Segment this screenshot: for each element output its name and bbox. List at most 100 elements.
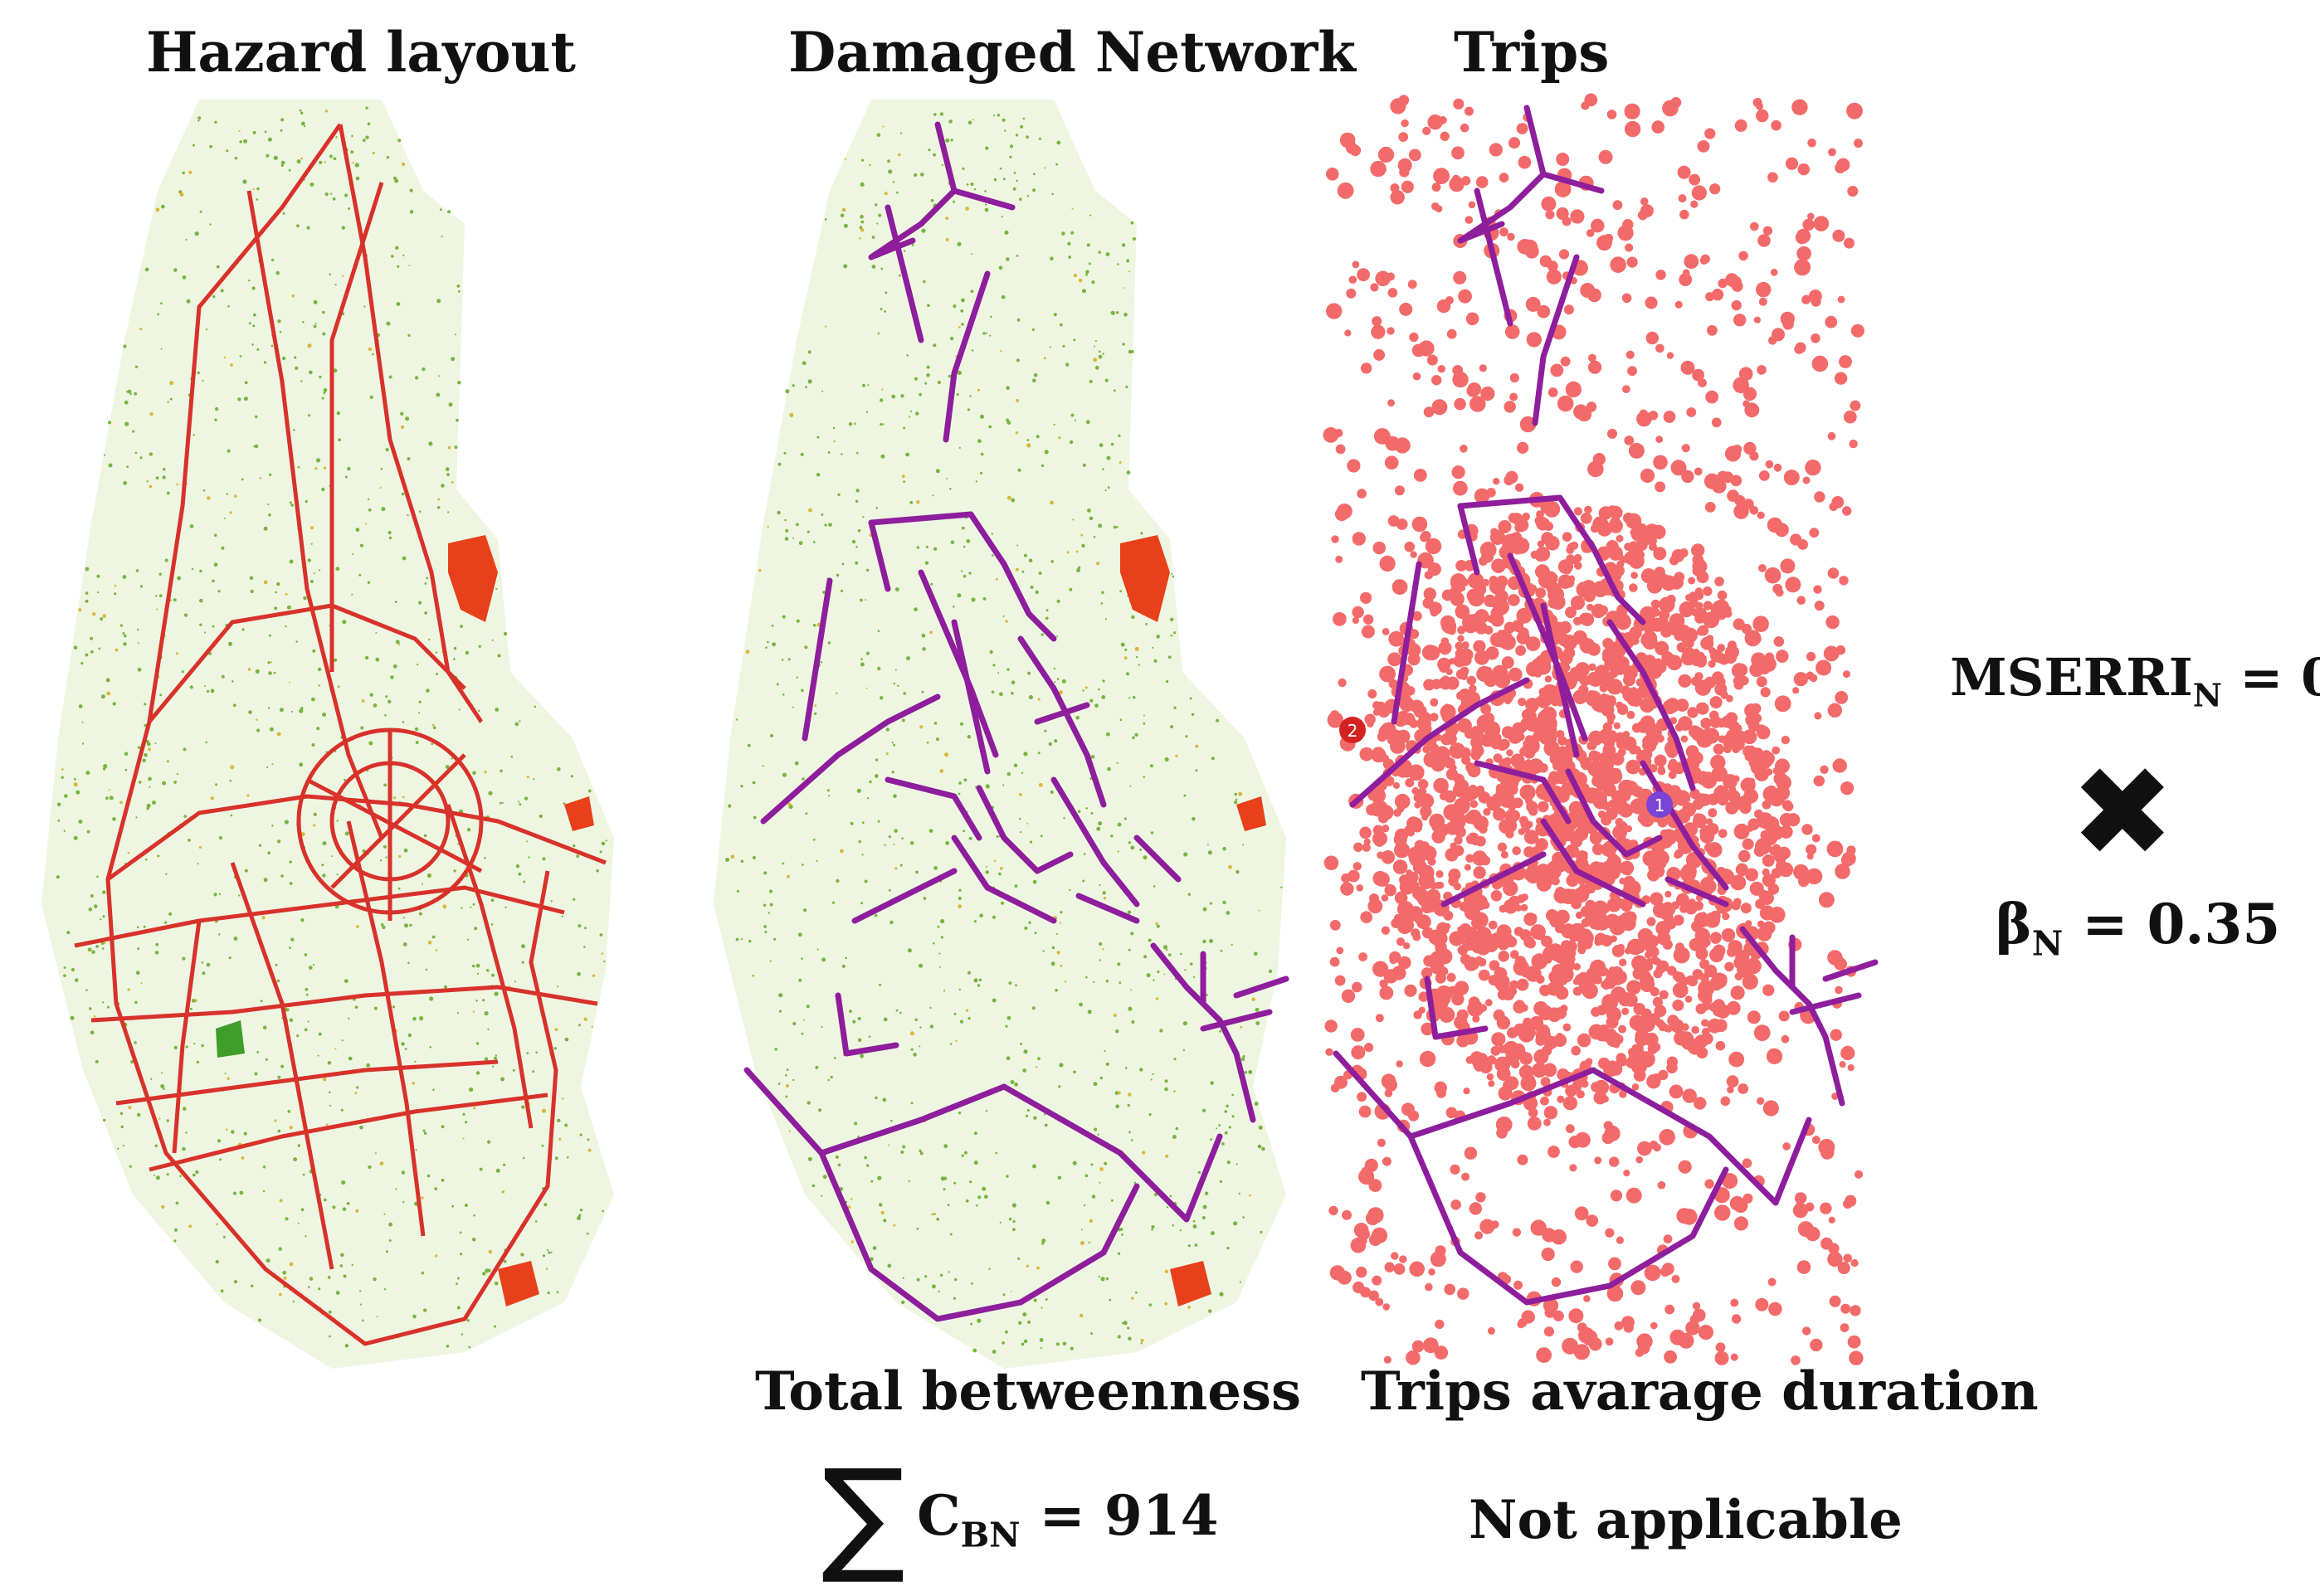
trip-point [1372,961,1389,977]
vegetation-dot [188,839,191,842]
trip-point [1357,268,1370,282]
trip-point [1350,1028,1365,1042]
trip-point [1674,942,1684,952]
vegetation-dot [877,630,880,632]
trip-point [1820,1237,1833,1250]
vegetation-dot [1187,893,1191,896]
damaged-network-title: Damaged Network [788,20,1357,85]
vegetation-dot [906,354,909,357]
trip-point [1445,668,1453,675]
hazard-zone [448,535,498,622]
trip-point [1373,348,1386,361]
trip-point [1592,453,1606,466]
vegetation-dot [499,801,502,805]
trip-point [1342,1209,1352,1220]
trip-point [1619,878,1626,885]
vegetation-dot [1058,1085,1061,1088]
trip-point [1500,850,1508,859]
vegetation-dot [898,274,901,277]
vegetation-dot [173,598,177,602]
trip-point [1423,679,1435,691]
vegetation-dot [304,1028,308,1032]
trip-point [1410,551,1417,558]
vegetation-dot [157,313,160,316]
vegetation-dot [587,789,592,793]
trip-point [1538,698,1548,708]
vegetation-dot [577,971,581,976]
trip-point [1794,259,1811,276]
vegetation-dot [419,1016,424,1021]
trip-point [1523,868,1538,882]
trip-point [1644,1264,1661,1282]
trip-point [1455,560,1467,572]
trip-point [1394,891,1408,905]
vegetation-dot [522,1156,525,1160]
vegetation-dot [1128,1092,1132,1097]
trip-point [1703,601,1713,611]
trip-point [1729,1195,1745,1211]
trip-point [1733,314,1747,327]
vegetation-dot [1238,1192,1240,1195]
vegetation-dot [845,956,847,960]
vegetation-dot [1016,544,1019,547]
vegetation-dot [415,1149,417,1151]
vegetation-dot [1235,798,1238,801]
trip-point [1353,862,1362,871]
trip-point [1635,678,1645,687]
vegetation-dot [1019,817,1021,820]
vegetation-dot [278,1247,283,1251]
vegetation-dot [323,466,327,470]
trip-point [1381,825,1390,833]
trip-point [1329,919,1341,931]
vegetation-dot [305,987,309,991]
vegetation-dot [841,964,846,968]
vegetation-dot [843,223,848,228]
vegetation-dot [1117,850,1119,853]
vegetation-dot [972,119,974,121]
trip-point [1816,659,1832,676]
trip-point [1630,1280,1646,1296]
vegetation-dot [968,836,972,840]
vegetation-dot [96,574,100,578]
trip-point [1483,808,1491,816]
vegetation-dot [877,1175,882,1180]
trip-point [1622,736,1637,752]
vegetation-dot [807,350,812,354]
trip-point [1379,555,1396,572]
trip-point [1401,180,1414,193]
vegetation-dot [289,1262,294,1267]
trip-point [1379,985,1394,1000]
vegetation-dot [968,572,972,575]
vegetation-dot [903,250,906,252]
trip-point [1616,1236,1624,1244]
vegetation-dot [134,1041,137,1044]
trip-point [1645,331,1659,345]
vegetation-dot [783,451,787,455]
vegetation-dot [402,917,405,919]
vegetation-dot [1128,948,1131,951]
trip-point [1581,814,1589,822]
vegetation-dot [1104,378,1109,382]
vegetation-dot [792,537,795,539]
vegetation-dot [1148,1113,1152,1117]
vegetation-dot [1002,178,1006,181]
trip-point [1779,827,1791,838]
trip-point [1807,139,1816,148]
vegetation-dot [423,1131,427,1135]
vegetation-dot [1183,794,1187,797]
vegetation-dot [1115,311,1119,314]
vegetation-dot [543,1203,548,1207]
trip-point [1359,747,1374,762]
trip-point [1608,546,1623,561]
trip-point [1356,1266,1367,1278]
trip-point [1670,460,1687,476]
vegetation-dot [948,374,952,378]
vegetation-dot [197,119,200,122]
vegetation-dot [1166,1206,1169,1209]
trip-node-label: 2 [1348,721,1358,741]
trip-point [1847,1064,1855,1072]
vegetation-dot [891,771,894,774]
vegetation-dot [351,1263,353,1267]
vegetation-dot [1153,1193,1158,1197]
vegetation-dot [403,848,408,853]
